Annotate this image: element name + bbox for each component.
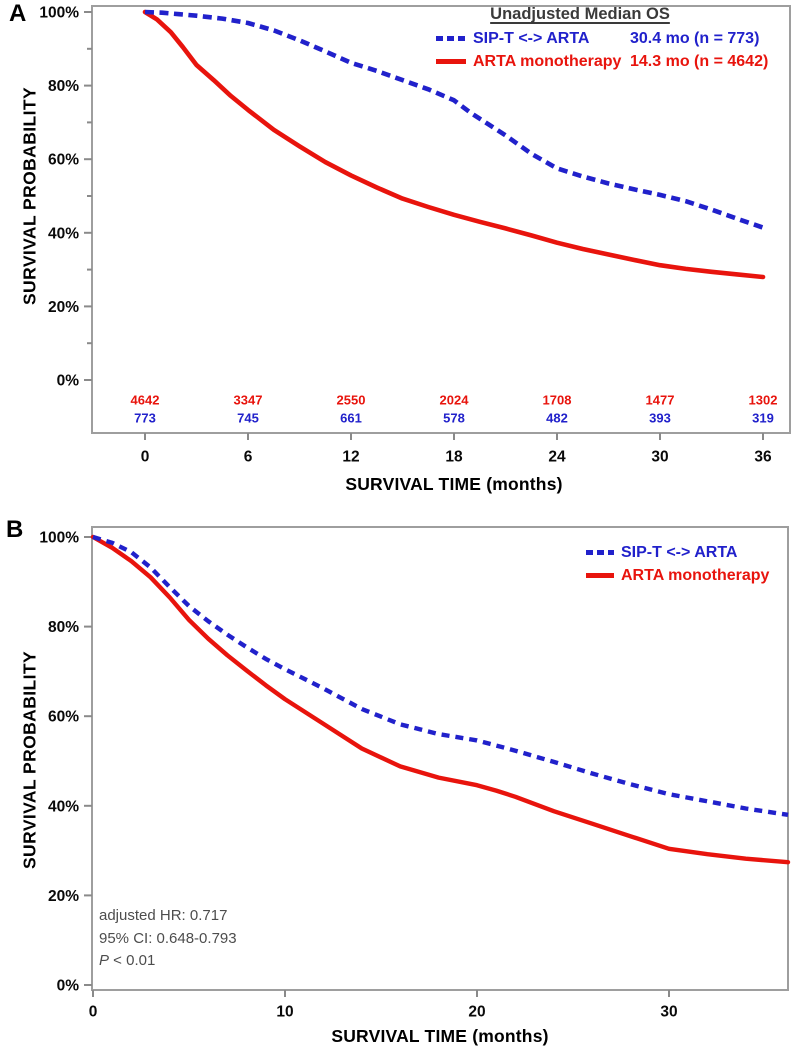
panel-a-legend-entry-sipt: SIP-T <-> ARTA 30.4 mo (n = 773) xyxy=(436,27,768,50)
y-tick-label: 0% xyxy=(57,373,80,390)
at-risk-count: 2024 xyxy=(440,393,470,408)
at-risk-count: 773 xyxy=(134,411,156,426)
annotation-ci-line: 95% CI: 0.648-0.793 xyxy=(99,929,237,947)
panel-a-curve-sipt xyxy=(144,9,764,230)
y-tick-label: 20% xyxy=(48,299,79,316)
panel-a-at-risk-table: 4642 3347 2550 2024 1708 1477 1302 773 745 661 578… xyxy=(131,393,778,426)
x-tick-label: 0 xyxy=(89,1004,98,1021)
panel-b-y-axis-title: SURVIVAL PROBABILITY xyxy=(19,650,40,870)
panel-a-chart: 100% 80% 60% 40% 20% 0% 0 6 12 18 24 30 36 4642 3347 25… xyxy=(39,5,791,466)
panel-b-legend-entry-sipt: SIP-T <-> ARTA xyxy=(586,541,769,564)
x-tick-label: 20 xyxy=(468,1004,485,1021)
x-tick-label: 6 xyxy=(244,449,253,466)
x-tick-label: 30 xyxy=(651,449,668,466)
panel-b-label: B xyxy=(6,516,24,543)
x-tick-label: 36 xyxy=(754,449,772,466)
x-tick-label: 0 xyxy=(141,449,150,466)
panel-a-plot-frame xyxy=(91,5,791,434)
annotation-p-line: P < 0.01 xyxy=(99,950,237,973)
panel-a-x-axis-title: SURVIVAL TIME (months) xyxy=(345,474,563,494)
y-tick-label: 0% xyxy=(57,978,80,995)
panel-b-legend-entry-label: SIP-T <-> ARTA xyxy=(621,543,738,561)
x-tick-label: 24 xyxy=(548,449,566,466)
y-tick-label: 80% xyxy=(48,78,79,95)
at-risk-count: 661 xyxy=(340,411,362,426)
arta-solid-line-swatch xyxy=(436,59,466,64)
panel-a-legend-entry-label: ARTA monotherapy xyxy=(473,52,622,70)
at-risk-count: 482 xyxy=(546,411,568,426)
panel-b-x-axis-title: SURVIVAL TIME (months) xyxy=(331,1026,549,1046)
at-risk-count: 3347 xyxy=(234,393,263,408)
arta-solid-line-swatch xyxy=(586,573,614,578)
y-tick-label: 80% xyxy=(48,619,79,636)
y-tick-label: 40% xyxy=(48,798,79,815)
at-risk-count: 578 xyxy=(443,411,465,426)
x-tick-label: 10 xyxy=(276,1004,293,1021)
y-tick-label: 60% xyxy=(48,709,79,726)
panel-b-legend-entry-arta: ARTA monotherapy xyxy=(586,564,769,587)
x-tick-label: 30 xyxy=(660,1004,677,1021)
at-risk-count: 1708 xyxy=(543,393,572,408)
panel-b-curve-sipt xyxy=(92,534,789,817)
at-risk-count: 393 xyxy=(649,411,671,426)
x-tick-label: 18 xyxy=(445,449,463,466)
at-risk-count: 4642 xyxy=(131,393,160,408)
at-risk-count: 745 xyxy=(237,411,259,426)
at-risk-count: 1302 xyxy=(749,393,778,408)
y-tick-label: 100% xyxy=(39,5,79,22)
panel-b-legend-entry-label: ARTA monotherapy xyxy=(621,566,770,584)
annotation-hr-line: adjusted HR: 0.717 xyxy=(99,907,228,924)
sipt-dashed-line-swatch xyxy=(586,550,614,555)
panel-a-legend-entry-stat: 30.4 mo (n = 773) xyxy=(630,29,760,47)
panel-a-legend-entry-arta: ARTA monotherapy 14.3 mo (n = 4642) xyxy=(436,50,768,73)
panel-b-plot-frame xyxy=(91,526,789,991)
panel-a-curve-arta xyxy=(142,9,766,280)
panel-a-legend-entry-label: SIP-T <-> ARTA xyxy=(473,29,590,47)
panel-b-curve-arta xyxy=(90,534,791,865)
at-risk-count: 1477 xyxy=(646,393,675,408)
panel-b-y-axis-ticks: 100% 80% 60% 40% 20% 0% xyxy=(39,530,92,995)
panel-b-legend: SIP-T <-> ARTA ARTA monotherapy xyxy=(586,541,769,587)
panel-b-chart: 100% 80% 60% 40% 20% 0% 0 10 20 30 xyxy=(39,526,791,1021)
y-tick-label: 40% xyxy=(48,225,79,242)
sipt-dashed-line-swatch xyxy=(436,36,466,41)
panel-a-y-axis-title: SURVIVAL PROBABILITY xyxy=(19,86,40,306)
panel-b-x-axis-ticks: 0 10 20 30 xyxy=(89,990,678,1021)
x-tick-label: 12 xyxy=(342,449,359,466)
y-tick-label: 20% xyxy=(48,888,79,905)
y-tick-label: 60% xyxy=(48,152,79,169)
panel-a-y-axis-ticks: 100% 80% 60% 40% 20% 0% xyxy=(39,5,92,390)
panel-a-label: A xyxy=(9,0,27,27)
at-risk-count: 319 xyxy=(752,411,774,426)
panel-a-legend-entry-stat: 14.3 mo (n = 4642) xyxy=(630,52,769,70)
y-tick-label: 100% xyxy=(39,530,79,547)
annotation-p-symbol: P xyxy=(99,952,110,969)
at-risk-count: 2550 xyxy=(337,393,366,408)
panel-a-legend: Unadjusted Median OS SIP-T <-> ARTA 30.4… xyxy=(436,5,768,73)
panel-a-x-axis-ticks: 0 6 12 18 24 30 36 xyxy=(141,433,772,466)
panel-a-legend-title: Unadjusted Median OS xyxy=(490,5,670,23)
panel-b-hr-annotation: adjusted HR: 0.717 95% CI: 0.648-0.793 P… xyxy=(99,905,237,973)
annotation-p-value: < 0.01 xyxy=(109,952,156,969)
